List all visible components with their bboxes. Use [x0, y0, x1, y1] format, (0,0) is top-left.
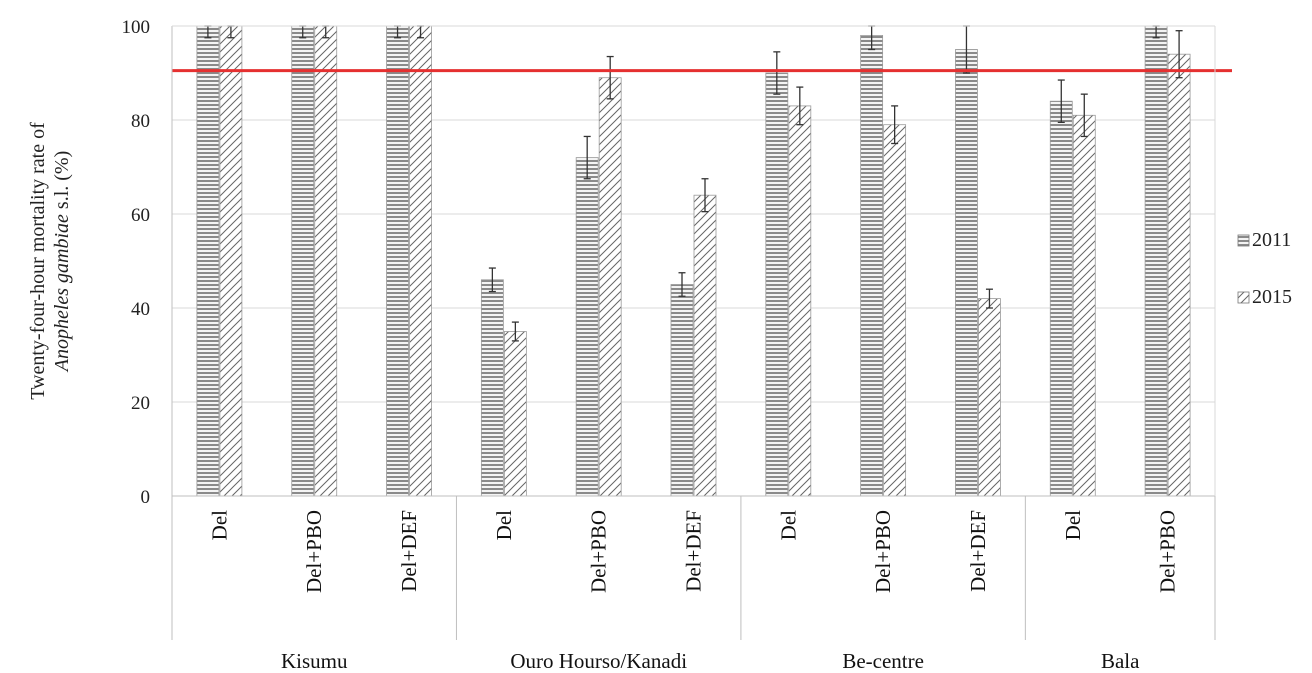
labels: 0 20 40 60 80 100 Del Del+PBO Del+DEF Kisumu Del De…: [27, 17, 1180, 673]
bar-2015: [788, 105, 812, 497]
y-axis-label-line1: Twenty-four-hour mortality rate of: [27, 122, 49, 400]
y-axis-label-species: Anopheles gambiae: [51, 214, 73, 373]
bar-2011: [1144, 25, 1168, 497]
category-label: Del+DEF: [397, 510, 421, 592]
y-tick-label: 20: [131, 393, 150, 414]
y-tick-label: 80: [131, 111, 150, 132]
bar-2015: [219, 25, 243, 497]
bar-2011: [955, 49, 978, 497]
bar-2015: [883, 124, 907, 497]
group-label: Kisumu: [281, 649, 348, 673]
category-label: Del+PBO: [302, 510, 326, 593]
bar-2015: [314, 25, 338, 497]
y-tick-label: 0: [141, 487, 151, 508]
category-label: Del+PBO: [587, 510, 611, 593]
group-label: Ouro Hourso/Kanadi: [510, 649, 687, 673]
y-axis-label: Twenty-four-hour mortality rate of Anophe…: [27, 122, 73, 400]
bars: [172, 25, 1232, 497]
bar-2011: [386, 25, 409, 497]
category-label: Del+PBO: [871, 510, 895, 593]
bar-2011: [575, 157, 599, 497]
y-tick-label: 40: [131, 299, 150, 320]
bar-2011: [765, 72, 789, 497]
category-label: Del+DEF: [966, 510, 990, 592]
y-tick-label: 60: [131, 205, 150, 226]
bar-2011: [1049, 100, 1073, 497]
category-label: Del: [492, 510, 516, 540]
bar-2015: [693, 194, 717, 497]
category-label: Del+DEF: [682, 510, 706, 592]
bar-2011: [670, 284, 694, 497]
category-label: Del+PBO: [1156, 510, 1180, 593]
bar-2015: [1072, 114, 1096, 497]
category-label: Del: [1061, 510, 1085, 540]
group-label: Be-centre: [842, 649, 924, 673]
legend: 2011 2015: [1237, 229, 1292, 308]
legend-swatch-2015: [1237, 291, 1250, 304]
legend-label: 2015: [1252, 286, 1292, 308]
category-label: Del: [776, 510, 800, 540]
bar-2015: [1167, 53, 1191, 497]
bar-2011: [291, 25, 315, 497]
bar-2015: [598, 77, 622, 497]
bar-2015: [978, 298, 1001, 497]
legend-swatch-2011: [1237, 234, 1250, 247]
bar-2011: [480, 279, 504, 497]
group-label: Bala: [1101, 649, 1140, 673]
bar-2011: [196, 25, 220, 497]
bar-2015: [409, 25, 432, 497]
axes: [171, 25, 1216, 640]
y-tick-label: 100: [122, 17, 151, 38]
category-label: Del: [207, 510, 231, 540]
y-axis-label-suffix: s.l. (%): [51, 151, 73, 214]
bar-2015: [503, 331, 527, 497]
bar-2011: [860, 35, 884, 497]
legend-label: 2011: [1252, 229, 1291, 251]
